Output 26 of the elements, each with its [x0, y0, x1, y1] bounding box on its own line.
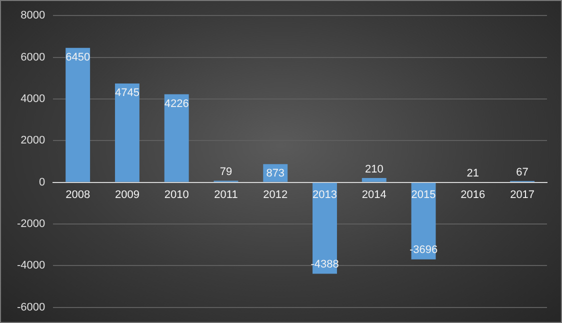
x-tick-label: 2008: [66, 188, 90, 201]
x-tick-label: 2014: [362, 188, 386, 201]
x-tick-label: 2010: [164, 188, 189, 201]
x-tick-label: 2011: [214, 188, 238, 201]
y-tick-label: 8000: [20, 10, 46, 22]
data-label: 79: [220, 166, 232, 178]
x-tick-label: 2009: [114, 188, 140, 201]
x-tick-label: 2017: [510, 188, 535, 201]
x-tick-label: 2015: [411, 188, 436, 201]
x-tick-label: 2013: [312, 188, 337, 201]
data-label: 210: [364, 163, 384, 176]
data-label: 4226: [164, 98, 189, 110]
data-label: 67: [516, 166, 528, 178]
data-label: 4745: [114, 86, 140, 99]
x-tick-label: 2016: [460, 188, 486, 201]
y-tick-label: -4000: [16, 260, 46, 272]
y-tick-label: 4000: [20, 93, 46, 106]
data-label: 21: [466, 167, 480, 180]
y-tick-label: -6000: [16, 301, 46, 314]
y-tick-label: 0: [39, 176, 46, 188]
x-tick-label: 2012: [263, 188, 288, 201]
data-label: 6450: [66, 51, 90, 64]
y-tick-label: 6000: [20, 51, 46, 64]
data-label: 873: [266, 168, 285, 180]
y-tick-label: 2000: [20, 134, 46, 147]
y-tick-label: -2000: [16, 218, 46, 230]
